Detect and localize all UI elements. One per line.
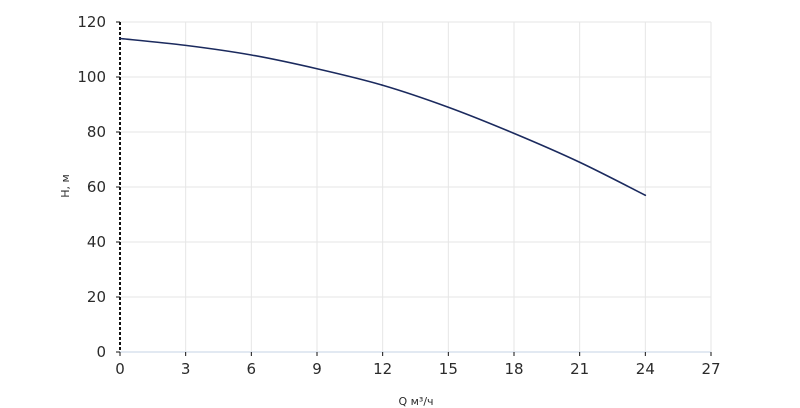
- x-tick-label: 0: [115, 360, 125, 378]
- y-tick-label: 40: [87, 233, 106, 251]
- data-point: [119, 38, 121, 40]
- y-tick-label: 20: [87, 288, 106, 306]
- data-point: [382, 84, 384, 86]
- y-tick-label: 120: [77, 13, 106, 31]
- y-axis-label: H, м: [59, 174, 72, 198]
- x-tick-label: 27: [701, 360, 720, 378]
- data-point: [513, 133, 515, 135]
- series-layer: [119, 37, 647, 197]
- y-tick-label: 80: [87, 123, 106, 141]
- x-tick-label: 21: [570, 360, 589, 378]
- data-point: [448, 106, 450, 108]
- x-axis-label: Q м³/ч: [398, 395, 433, 408]
- y-tick-labels: 0 20 40 60 80 100 120: [77, 13, 106, 361]
- x-tick-label: 15: [439, 360, 458, 378]
- x-tick-label: 12: [373, 360, 392, 378]
- x-tick-label: 9: [312, 360, 322, 378]
- y-tick-label: 100: [77, 68, 106, 86]
- grid: [120, 21, 712, 352]
- axes: [116, 21, 712, 356]
- x-tick-labels: 0 3 6 9 12 15 18 21 24 27: [115, 360, 720, 378]
- data-point: [185, 45, 187, 47]
- data-point: [316, 68, 318, 70]
- x-tick-label: 24: [636, 360, 655, 378]
- data-point: [579, 161, 581, 163]
- data-point: [251, 54, 253, 56]
- series-line: [119, 37, 647, 197]
- x-tick-label: 3: [181, 360, 191, 378]
- data-point: [645, 194, 647, 196]
- y-tick-label: 60: [87, 178, 106, 196]
- x-tick-label: 6: [247, 360, 257, 378]
- x-tick-label: 18: [504, 360, 523, 378]
- y-tick-label: 0: [96, 343, 106, 361]
